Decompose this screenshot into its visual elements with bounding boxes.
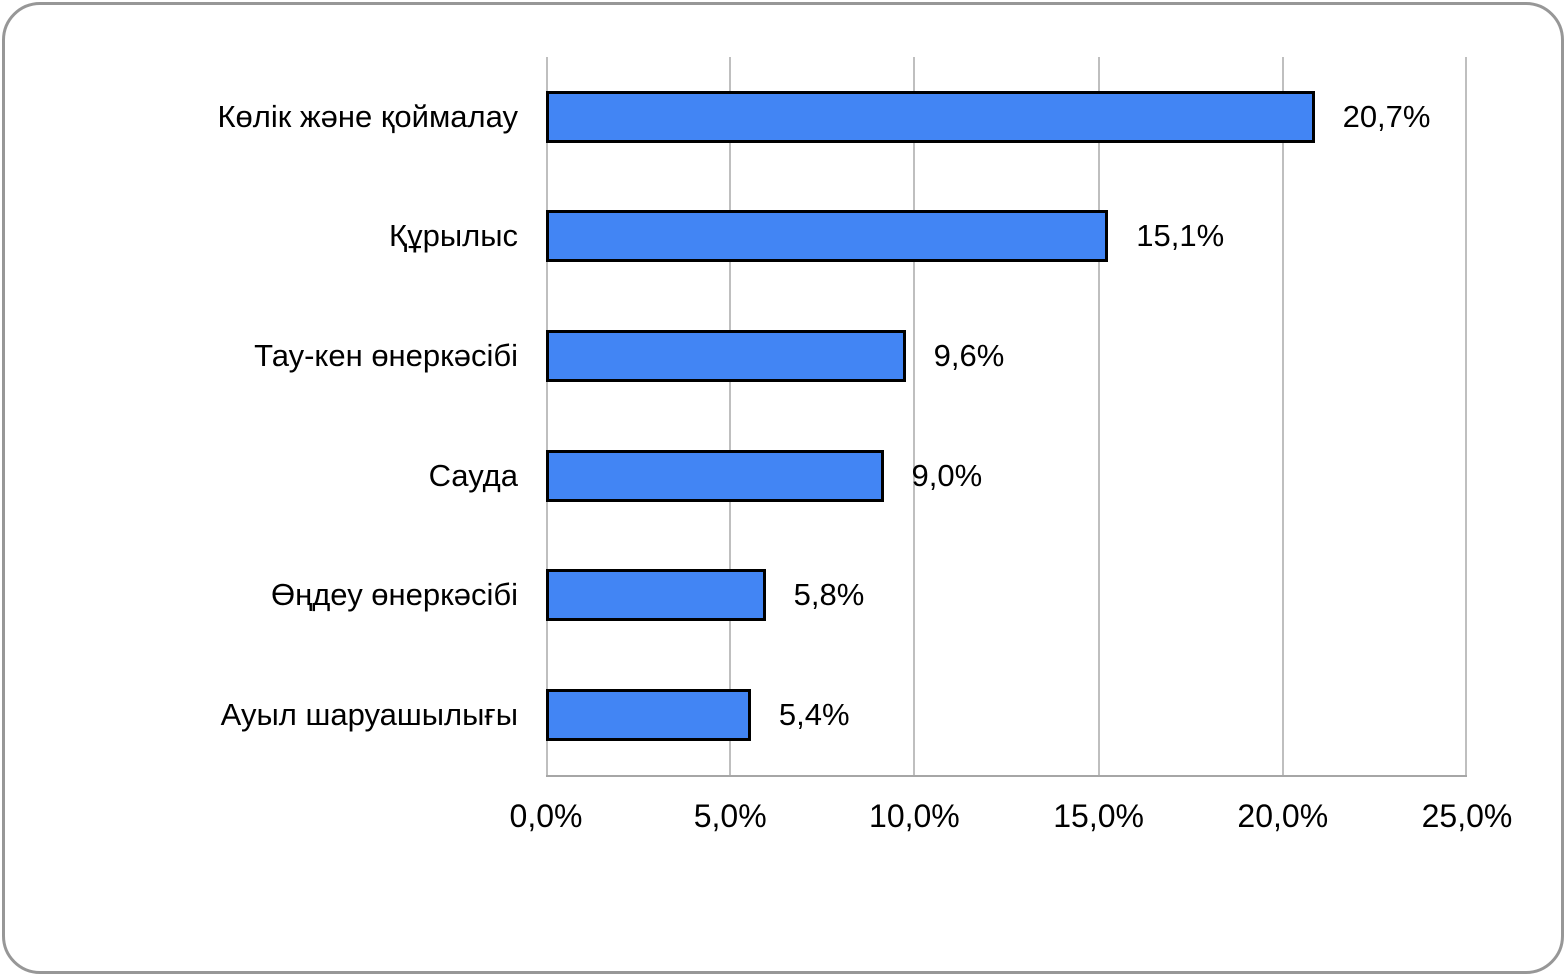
value-label: 9,6% bbox=[933, 338, 1005, 374]
category-band: Көлік және қоймалау bbox=[5, 57, 518, 177]
gridline-5 bbox=[729, 57, 732, 775]
x-tick-label: 5,0% bbox=[693, 798, 767, 834]
bar bbox=[546, 449, 884, 502]
gridline-0 bbox=[546, 57, 548, 775]
category-band: Сауда bbox=[5, 416, 518, 536]
bar bbox=[546, 689, 751, 742]
value-label: 20,7% bbox=[1342, 98, 1431, 134]
category-label: Құрылыс bbox=[389, 218, 518, 254]
gridline-10 bbox=[913, 57, 916, 775]
x-tick-label: 20,0% bbox=[1237, 798, 1329, 834]
bar bbox=[546, 90, 1315, 143]
bar-row: 20,7% bbox=[546, 57, 1467, 177]
bar bbox=[546, 330, 906, 383]
bar bbox=[546, 210, 1109, 263]
bar bbox=[546, 569, 766, 622]
gridline-20 bbox=[1281, 57, 1284, 775]
bar-row: 9,0% bbox=[546, 416, 1467, 536]
category-band: Құрылыс bbox=[5, 177, 518, 297]
bar-row: 5,8% bbox=[546, 536, 1467, 656]
gridline-15 bbox=[1097, 57, 1100, 775]
x-tick-label: 25,0% bbox=[1421, 798, 1513, 834]
x-tick-label: 0,0% bbox=[509, 798, 583, 834]
category-band: Өңдеу өнеркәсібі bbox=[5, 536, 518, 656]
category-axis: Көлік және қоймалау Құрылыс Тау-кен өнер… bbox=[5, 57, 518, 775]
category-label: Өңдеу өнеркәсібі bbox=[270, 577, 518, 613]
x-tick-label: 10,0% bbox=[869, 798, 960, 834]
category-label: Ауыл шаруашылығы bbox=[220, 697, 518, 733]
bar-row: 15,1% bbox=[546, 177, 1467, 297]
category-label: Тау-кен өнеркәсібі bbox=[254, 338, 518, 374]
category-band: Ауыл шаруашылығы bbox=[5, 655, 518, 775]
value-label: 5,4% bbox=[778, 697, 850, 733]
category-label: Сауда bbox=[428, 457, 518, 493]
x-tick-label: 15,0% bbox=[1053, 798, 1144, 834]
category-band: Тау-кен өнеркәсібі bbox=[5, 296, 518, 416]
value-label: 15,1% bbox=[1136, 218, 1225, 254]
bar-row: 9,6% bbox=[546, 296, 1467, 416]
gridline-25 bbox=[1465, 57, 1467, 775]
plot-area: 20,7% 15,1% 9,6% 9,0% 5,8% 5,4% bbox=[546, 57, 1467, 777]
category-label: Көлік және қоймалау bbox=[217, 98, 518, 134]
value-label: 9,0% bbox=[911, 457, 983, 493]
bar-row: 5,4% bbox=[546, 655, 1467, 775]
x-axis: 0,0% 5,0% 10,0% 15,0% 20,0% 25,0% bbox=[510, 798, 1513, 848]
value-label: 5,8% bbox=[793, 577, 865, 613]
